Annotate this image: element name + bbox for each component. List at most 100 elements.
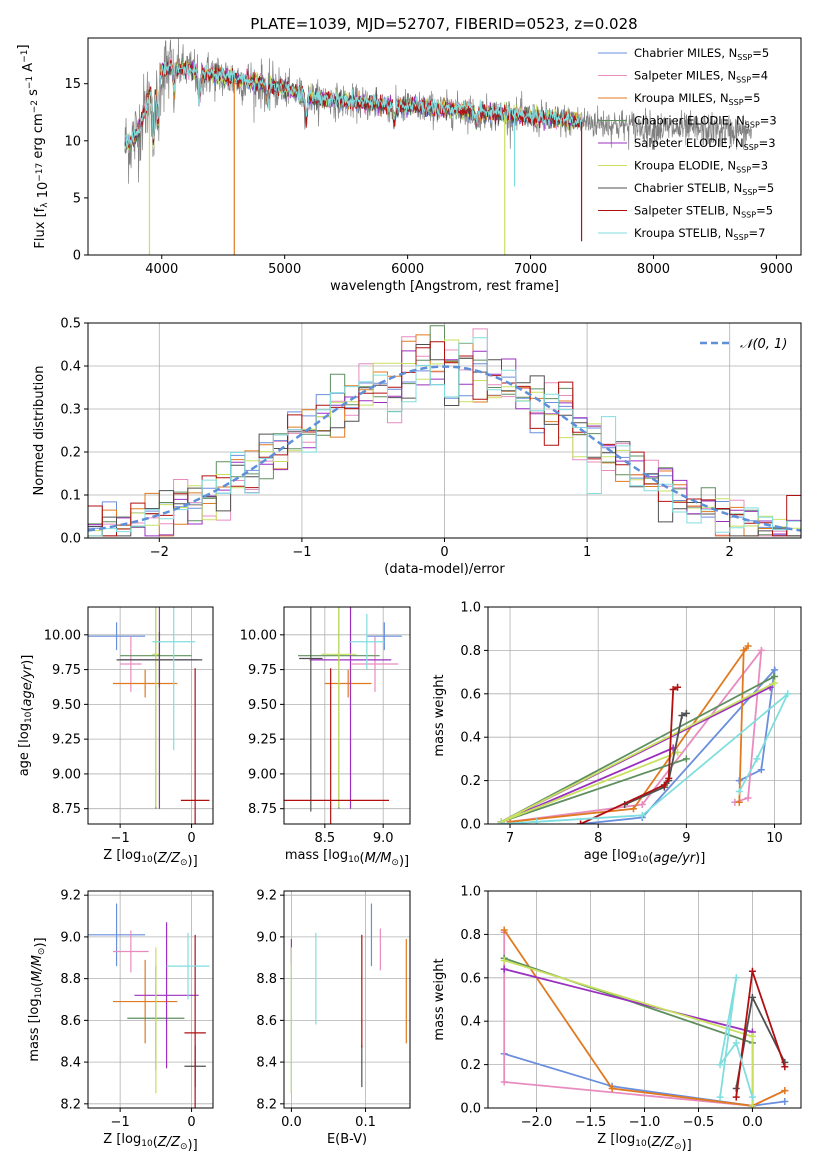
weight-marker <box>732 974 740 982</box>
label-part: log <box>27 998 42 1018</box>
x-tick-label: 9.0 <box>373 831 394 846</box>
y-tick-label: 8.6 <box>256 1014 277 1029</box>
label-part: −1 <box>20 50 30 63</box>
weight-marker <box>781 1087 789 1095</box>
label-part: mass [ <box>285 848 328 863</box>
weight-marker <box>500 956 508 964</box>
x-tick-label: −2 <box>150 545 169 560</box>
y-tick-label: 0.2 <box>460 1058 481 1073</box>
weight-marker <box>500 1078 508 1086</box>
x-tick-label: 5000 <box>268 262 301 277</box>
label-part: Z [ <box>103 1132 121 1147</box>
weight-marker <box>781 1063 789 1071</box>
weight-series-8 <box>501 693 789 824</box>
label-part: 10 <box>635 1139 647 1149</box>
x-tick-label: −1.5 <box>575 1115 607 1130</box>
legend-text-part: Kroupa STELIB, N <box>634 226 734 240</box>
label-part: )] <box>33 937 48 947</box>
label-part: ( <box>647 1135 652 1150</box>
weight-marker <box>638 800 646 808</box>
legend-entry: 𝒩(0, 1) <box>740 337 787 352</box>
label-part: log <box>121 848 141 863</box>
legend-text-part: SSP <box>737 53 752 62</box>
label-part: Z [ <box>597 1132 615 1147</box>
panel-weights_vs_Z: −2.0 −1.5 −1.0 −0.5 0.0 0.0 0.2 0.4 0.6 0.8 1.0 Z [… <box>432 885 802 1153</box>
label-part: −1 <box>25 76 35 89</box>
errorbar-point-0 <box>88 622 146 651</box>
grid-lines <box>88 607 213 824</box>
y-tick-label: 9.50 <box>248 698 277 713</box>
weight-marker <box>732 1093 740 1101</box>
errorbar-point-4 <box>309 607 392 809</box>
legend-entry: Kroupa ELODIE, NSSP=3 <box>634 159 768 175</box>
y-tick-label: 1.0 <box>460 885 481 900</box>
legend-text-part: Chabrier MILES, N <box>634 46 737 60</box>
label-part: )] <box>682 1138 692 1153</box>
y-tick-label: 0.8 <box>460 644 481 659</box>
y-tick-label: 9.0 <box>60 930 81 945</box>
label-part: )] <box>20 655 35 665</box>
x-tick-label: 7000 <box>514 262 547 277</box>
grid-lines <box>88 891 213 1108</box>
legend-entry: Chabrier MILES, NSSP=5 <box>634 46 769 62</box>
panel-mass_vs_EBV: 0.0 0.1 8.2 8.4 8.6 8.8 9.0 9.2 E(B-V) <box>256 889 411 1147</box>
label-part: age [ <box>17 743 32 776</box>
plots: 4000 5000 6000 7000 8000 9000051015wavelength… <box>16 37 802 1153</box>
legend-entry: Kroupa STELIB, NSSP=7 <box>634 226 765 242</box>
label-part: )] <box>188 854 198 869</box>
weight-marker <box>735 787 743 795</box>
label-part: ( <box>20 707 35 712</box>
y-tick-label: 1.0 <box>460 601 481 616</box>
y-axis-label: Flux [fλ 10−17 erg cm−2 s−1 A−1] <box>16 44 51 248</box>
y-tick-label: 9.25 <box>52 733 81 748</box>
y-tick-label: 8.4 <box>256 1056 277 1071</box>
y-tick-label: 0.2 <box>460 774 481 789</box>
errorbar-point-1 <box>351 636 399 692</box>
errorbar-point-0 <box>88 903 146 967</box>
label-part: ( <box>153 851 158 866</box>
label-part: ( <box>648 851 653 866</box>
plot-content <box>124 38 753 255</box>
errorbar-point-7 <box>284 668 389 824</box>
weight-marker <box>532 818 540 824</box>
y-tick-label: 9.25 <box>248 733 277 748</box>
label-part: (data-model)/error <box>384 562 505 577</box>
weight-marker <box>748 1032 756 1040</box>
y-tick-label: 0.5 <box>60 317 81 332</box>
y-tick-label: 0.4 <box>60 360 81 375</box>
legend-text-part: =3 <box>760 114 777 128</box>
x-tick-label: 0 <box>187 1115 195 1130</box>
legend-entry: Kroupa MILES, NSSP=5 <box>634 91 760 107</box>
label-part: Flux [ <box>33 212 48 248</box>
legend-text-part: =5 <box>744 91 761 105</box>
y-tick-label: 8.6 <box>60 1014 81 1029</box>
y-tick-label: 9.0 <box>256 930 277 945</box>
label-part: ( <box>30 982 45 987</box>
x-tick-label: 6000 <box>391 262 424 277</box>
label-part: ⊙ <box>180 858 188 868</box>
label-part: log <box>615 1132 635 1147</box>
y-tick-label: 0.4 <box>460 731 481 746</box>
legend-text-part: SSP <box>742 188 757 197</box>
weight-marker <box>740 646 748 654</box>
gaussian-curve <box>88 365 801 532</box>
errorbar-point-0 <box>366 622 402 651</box>
weight-marker <box>748 967 756 975</box>
weight-marker <box>744 642 752 650</box>
y-tick-label: 8.75 <box>248 802 277 817</box>
x-tick-label: −1.0 <box>629 1115 661 1130</box>
x-tick-label: 0.0 <box>742 1115 763 1130</box>
weight-marker <box>716 1093 724 1101</box>
weight-marker <box>771 666 779 674</box>
label-part: 10 <box>141 1139 153 1149</box>
y-tick-label: 8.8 <box>60 972 81 987</box>
weight-series-0 <box>503 1052 785 1107</box>
weight-marker <box>682 755 690 763</box>
plot-content <box>88 903 210 1108</box>
plot-content <box>284 607 402 824</box>
x-axis-label: Z [log10(Z/Z⊙)] <box>103 1132 197 1153</box>
label-part: )] <box>695 851 705 866</box>
label-part: −2 <box>30 100 40 113</box>
legend-entry: Salpeter MILES, NSSP=4 <box>634 69 768 85</box>
